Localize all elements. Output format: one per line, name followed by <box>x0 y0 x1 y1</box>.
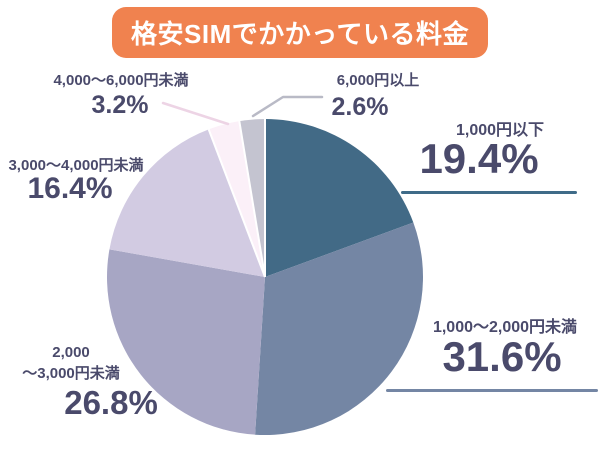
title-banner: 格安SIMでかかっている料金 <box>112 7 488 58</box>
slice-pct-3000-4000: 16.4% <box>27 172 113 205</box>
slice-pct-1000: 19.4% <box>419 135 539 182</box>
slice-pct-1000-2000: 31.6% <box>442 333 562 380</box>
slice-label-4000-6000: 4,000〜6,000円未満 <box>53 72 189 89</box>
pie-slice-0 <box>265 119 414 277</box>
slice-label-6000: 6,000円以上 <box>336 72 420 89</box>
pie-slice-2 <box>107 249 265 435</box>
slice-pct-2000-3000: 26.8% <box>64 384 158 421</box>
leader-line-6000 <box>251 95 324 118</box>
slice-label-1000-2000: 1,000〜2,000円未満 <box>432 319 578 336</box>
chart-title: 格安SIMでかかっている料金 <box>131 19 469 49</box>
pie-slice-3 <box>109 129 265 277</box>
pie-slice-1 <box>255 222 423 436</box>
slice-label-3000-4000: 3,000〜4,000円未満 <box>8 157 144 174</box>
underline-1000-2000 <box>386 389 598 392</box>
slice-pct-4000-6000: 3.2% <box>91 91 149 119</box>
slice-separator <box>207 129 266 278</box>
slice-separator <box>238 120 266 278</box>
slice-pct-6000: 2.6% <box>331 93 389 121</box>
underline-1000 <box>401 191 577 194</box>
slice-label-2000-3000: 2,000 〜3,000円未満 <box>22 344 120 382</box>
slice-label-1000: 1,000円以下 <box>455 122 545 139</box>
leader-line-4000-6000 <box>161 101 230 126</box>
slice-separator-lines <box>207 119 266 278</box>
